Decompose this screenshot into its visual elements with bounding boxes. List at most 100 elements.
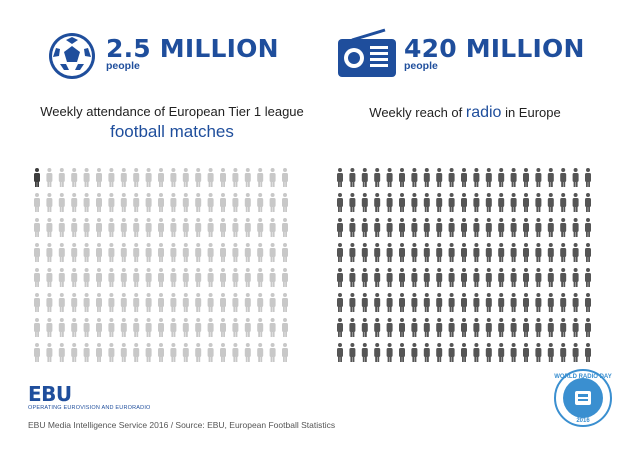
person-icon bbox=[448, 293, 455, 312]
person-icon bbox=[473, 318, 480, 337]
person-icon bbox=[96, 318, 102, 337]
person-icon bbox=[473, 268, 480, 287]
person-icon bbox=[83, 193, 90, 212]
person-icon bbox=[170, 318, 177, 337]
person-icon bbox=[498, 243, 505, 262]
person-icon bbox=[473, 168, 480, 187]
person-icon bbox=[133, 243, 140, 262]
person-icon bbox=[461, 218, 467, 237]
person-icon bbox=[510, 268, 517, 287]
person-icon bbox=[337, 268, 343, 287]
person-icon bbox=[108, 268, 115, 287]
person-icon bbox=[399, 168, 405, 187]
person-icon bbox=[399, 243, 405, 262]
person-icon bbox=[207, 218, 214, 237]
person-icon bbox=[71, 293, 78, 312]
person-icon bbox=[195, 243, 202, 262]
person-icon bbox=[282, 218, 288, 237]
person-icon bbox=[485, 193, 492, 212]
person-icon bbox=[374, 343, 381, 362]
person-icon bbox=[547, 243, 554, 262]
person-icon bbox=[257, 293, 264, 312]
person-icon bbox=[244, 343, 251, 362]
person-icon bbox=[182, 343, 189, 362]
person-icon bbox=[411, 243, 418, 262]
person-icon bbox=[572, 293, 579, 312]
person-icon bbox=[46, 318, 53, 337]
person-icon bbox=[535, 243, 542, 262]
person-icon bbox=[510, 343, 517, 362]
person-icon bbox=[120, 243, 127, 262]
person-icon bbox=[523, 318, 529, 337]
radio-stat-unit: people bbox=[404, 60, 438, 72]
person-icon bbox=[269, 293, 276, 312]
person-icon bbox=[195, 268, 202, 287]
football-stat-unit: people bbox=[106, 60, 140, 72]
person-icon bbox=[374, 293, 381, 312]
person-icon bbox=[58, 343, 65, 362]
ebu-tagline: OPERATING EUROVISION AND EURORADIO bbox=[28, 405, 151, 411]
person-icon bbox=[83, 343, 90, 362]
person-icon bbox=[448, 318, 455, 337]
person-icon bbox=[572, 243, 579, 262]
person-icon bbox=[498, 318, 505, 337]
person-icon bbox=[473, 193, 480, 212]
person-icon bbox=[337, 168, 343, 187]
person-icon bbox=[244, 268, 251, 287]
radio-stat-value: 420 MILLION bbox=[404, 34, 585, 63]
person-icon bbox=[560, 268, 567, 287]
person-icon bbox=[71, 193, 78, 212]
person-icon bbox=[374, 318, 381, 337]
person-icon bbox=[361, 168, 368, 187]
person-icon bbox=[361, 318, 368, 337]
person-icon bbox=[120, 343, 127, 362]
person-icon bbox=[560, 168, 567, 187]
person-icon bbox=[374, 243, 381, 262]
person-icon bbox=[485, 168, 492, 187]
person-icon bbox=[547, 193, 554, 212]
person-icon bbox=[547, 293, 554, 312]
person-icon bbox=[71, 218, 78, 237]
person-icon bbox=[498, 343, 505, 362]
person-icon bbox=[461, 268, 467, 287]
person-icon bbox=[361, 218, 368, 237]
person-icon bbox=[423, 243, 430, 262]
person-icon bbox=[220, 293, 226, 312]
person-icon bbox=[244, 218, 251, 237]
person-icon bbox=[158, 193, 164, 212]
person-icon bbox=[523, 268, 529, 287]
person-icon bbox=[232, 293, 239, 312]
person-icon bbox=[337, 218, 343, 237]
person-icon bbox=[58, 193, 65, 212]
person-icon bbox=[170, 193, 177, 212]
person-icon bbox=[46, 193, 53, 212]
person-icon bbox=[108, 318, 115, 337]
person-icon bbox=[399, 193, 405, 212]
person-icon bbox=[269, 168, 276, 187]
person-icon bbox=[337, 318, 343, 337]
person-icon bbox=[337, 243, 343, 262]
person-icon bbox=[170, 268, 177, 287]
ebu-logo: EBU bbox=[28, 382, 72, 406]
person-icon bbox=[386, 168, 393, 187]
person-icon bbox=[399, 268, 405, 287]
person-icon bbox=[195, 293, 202, 312]
person-icon bbox=[207, 268, 214, 287]
person-icon bbox=[220, 218, 226, 237]
football-stat: 2.5 MILLION people bbox=[106, 36, 279, 73]
person-icon bbox=[535, 193, 542, 212]
person-icon bbox=[120, 193, 127, 212]
person-icon bbox=[510, 193, 517, 212]
person-icon bbox=[436, 343, 443, 362]
person-icon bbox=[232, 268, 239, 287]
person-icon bbox=[232, 318, 239, 337]
person-icon bbox=[572, 193, 579, 212]
person-icon bbox=[145, 193, 152, 212]
person-icon bbox=[436, 243, 443, 262]
person-icon bbox=[108, 218, 115, 237]
person-icon bbox=[349, 343, 356, 362]
person-icon bbox=[108, 193, 115, 212]
person-icon bbox=[195, 218, 202, 237]
person-icon bbox=[585, 268, 591, 287]
person-icon bbox=[585, 343, 591, 362]
